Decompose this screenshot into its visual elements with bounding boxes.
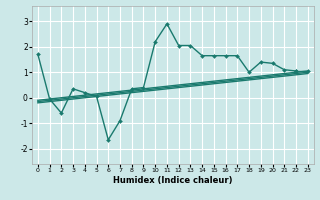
X-axis label: Humidex (Indice chaleur): Humidex (Indice chaleur) — [113, 176, 233, 185]
